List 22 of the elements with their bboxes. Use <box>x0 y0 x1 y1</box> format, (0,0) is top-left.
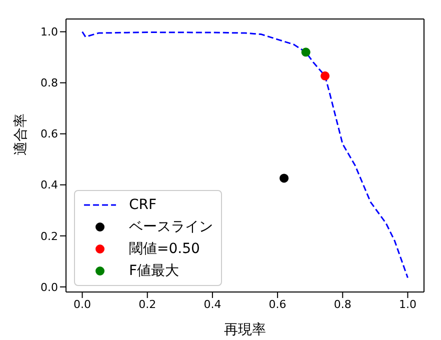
x-tick-label: 0.4 <box>204 298 222 311</box>
y-tick-label: 0.6 <box>40 128 58 141</box>
line-series <box>82 31 408 278</box>
legend-label: F値最大 <box>129 262 180 280</box>
y-tick-label: 0.8 <box>40 76 58 90</box>
x-tick-label: 1.0 <box>398 298 416 311</box>
x-tick-label: 0.8 <box>334 298 352 311</box>
x-tick-label: 0.2 <box>138 298 156 311</box>
y-axis-title: 適合率 <box>12 114 29 156</box>
y-tick-label: 1.0 <box>40 26 58 39</box>
legend-label: CRF <box>129 197 157 213</box>
y-tick-label: 0.2 <box>40 230 58 243</box>
point <box>320 71 330 80</box>
point <box>280 174 289 183</box>
y-tick-label: 0.4 <box>40 178 58 192</box>
legend-label: 閾値=0.50 <box>129 240 200 258</box>
y-tick-label: 0.0 <box>40 280 58 294</box>
point <box>301 48 310 57</box>
legend-label: ベースライン <box>129 218 213 236</box>
x-tick-label: 0.0 <box>74 298 92 311</box>
x-tick-label: 0.6 <box>268 298 286 311</box>
x-axis-title: 再現率 <box>224 322 266 338</box>
